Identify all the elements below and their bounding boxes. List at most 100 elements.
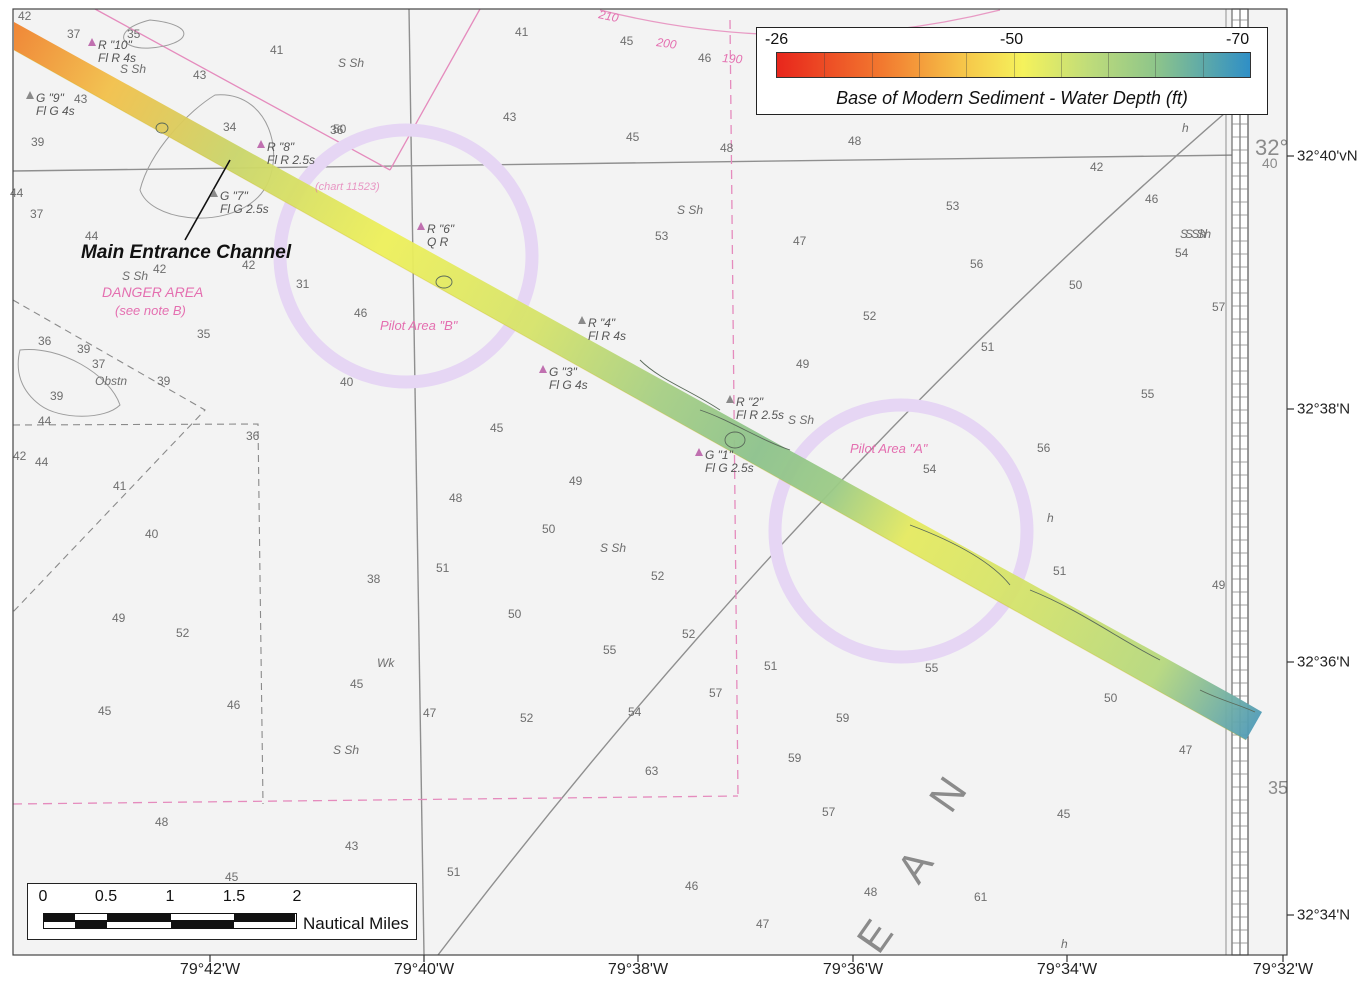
sounding-label: 44 [35,455,49,469]
sounding-label: 55 [1141,387,1155,401]
sounding-label: 35 [127,27,141,41]
chart-note-label: S Sh [600,541,626,555]
corner-40-label: 40 [1262,155,1278,171]
channel-sediment-strip [14,22,1262,740]
sounding-label: 44 [38,414,52,428]
legend-tick-min: -26 [765,31,789,48]
aid-marker-icon [539,365,547,373]
legend-color-ramp [776,52,1251,78]
danger-area-label: DANGER AREA [102,284,203,300]
sounding-label: 42 [1090,160,1104,174]
legend-title: Base of Modern Sediment - Water Depth (f… [836,88,1188,108]
sounding-label: 46 [1145,192,1159,206]
sounding-label: 34 [223,120,237,134]
main-entrance-channel-label: Main Entrance Channel [81,242,292,263]
sounding-label: 46 [685,879,699,893]
corner-35-label: 35 [1268,778,1288,798]
chart-note-label: S Sh [1185,227,1211,241]
sounding-label: 50 [508,607,522,621]
sounding-label: 45 [626,130,640,144]
sounding-label: 49 [112,611,126,625]
sounding-label: 42 [153,262,167,276]
chart-note-label: S Sh [788,413,814,427]
sounding-label: 47 [793,234,807,248]
aid-marker-icon [26,91,34,99]
scale-tick-1: 1 [165,888,175,905]
aid-light-label: Q R [427,235,449,249]
sounding-label: 36 [246,429,260,443]
sounding-label: 48 [155,815,169,829]
scale-tick-0: 0 [38,888,48,905]
scale-tick-2: 2 [292,888,302,905]
sounding-label: 52 [682,627,696,641]
pilot-area-b-label: Pilot Area "B" [380,318,459,333]
sounding-label: 54 [923,462,937,476]
aid-name-label: R "6" [427,222,455,236]
chart-note-label: S Sh [677,203,703,217]
sounding-label: 48 [720,141,734,155]
sounding-label: 52 [863,309,877,323]
sounding-label: 50 [1104,691,1118,705]
chart-notes-layer: S ShS ShS ShS ShS ShS ShS ShS ShS ShObst… [95,56,1211,951]
sounding-label: 41 [270,43,284,57]
axis-ticks [209,155,1294,962]
sounding-label: 50 [333,122,347,136]
sounding-label: 51 [764,659,778,673]
sounding-label: 59 [788,751,802,765]
scale-tick-0-5: 0.5 [94,888,118,905]
sounding-label: 44 [85,229,99,243]
sounding-label: 47 [1179,743,1193,757]
sounding-label: 52 [651,569,665,583]
aid-name-label: R "2" [736,395,764,409]
chart-note-label: S Sh [338,56,364,70]
aid-light-label: Fl G 2.5s [220,202,269,216]
sounding-label: 54 [628,705,642,719]
callout-leader-line [184,159,231,241]
sounding-label: 42 [13,449,27,463]
corner-labels: 32° 40 35 [1255,135,1288,798]
sounding-label: 40 [340,375,354,389]
sounding-label: 44 [10,186,24,200]
sounding-label: 45 [98,704,112,718]
chart-note-label: h [1061,937,1068,951]
aid-light-label: Fl R 2.5s [736,408,784,422]
aid-light-label: Fl G 4s [549,378,588,392]
compass-190: 190 [722,51,743,66]
sounding-label: 51 [447,865,461,879]
sounding-label: 39 [31,135,45,149]
sounding-label: 45 [490,421,504,435]
chart-magenta-labels: DANGER AREA (see note B) (chart 11523) P… [102,181,929,456]
aid-name-label: R "10" [98,38,133,52]
compass-210: 210 [596,7,620,25]
aid-marker-icon [210,189,218,197]
pilot-area-b-circle [273,123,539,389]
sounding-label: 38 [367,572,381,586]
compass-200: 200 [655,35,678,52]
sounding-label: 43 [193,68,207,82]
sounding-label: 39 [50,389,64,403]
depth-contours [17,19,275,417]
pilot-area-a-circle [768,398,1034,664]
sounding-label: 42 [18,9,32,23]
lon-label-79-42: 79°42'W [179,961,241,978]
sounding-label: 45 [620,34,634,48]
sounding-label: 35 [197,327,211,341]
chart-note-label: S Sh [333,743,359,757]
sounding-label: 39 [77,342,91,356]
sounding-label: 53 [655,229,669,243]
chart-note-label: S Sh [1180,227,1206,241]
sounding-label: 43 [74,92,88,106]
lon-label-79-32: 79°32'W [1252,961,1314,978]
sounding-label: 56 [1037,441,1051,455]
soundings-layer: 42 37 35 41 45 43 46 41 43 34 36 39 45 48 48 42 46 54 53 53… [10,9,1226,931]
sounding-label: 49 [796,357,810,371]
sounding-label: 52 [176,626,190,640]
aid-marker-icon [695,448,703,456]
sounding-label: 59 [836,711,850,725]
sounding-label: 37 [92,357,106,371]
sounding-label: 42 [242,258,256,272]
aid-marker-icon [88,38,96,46]
map-frame [12,8,1288,956]
aid-name-label: R "8" [267,140,295,154]
